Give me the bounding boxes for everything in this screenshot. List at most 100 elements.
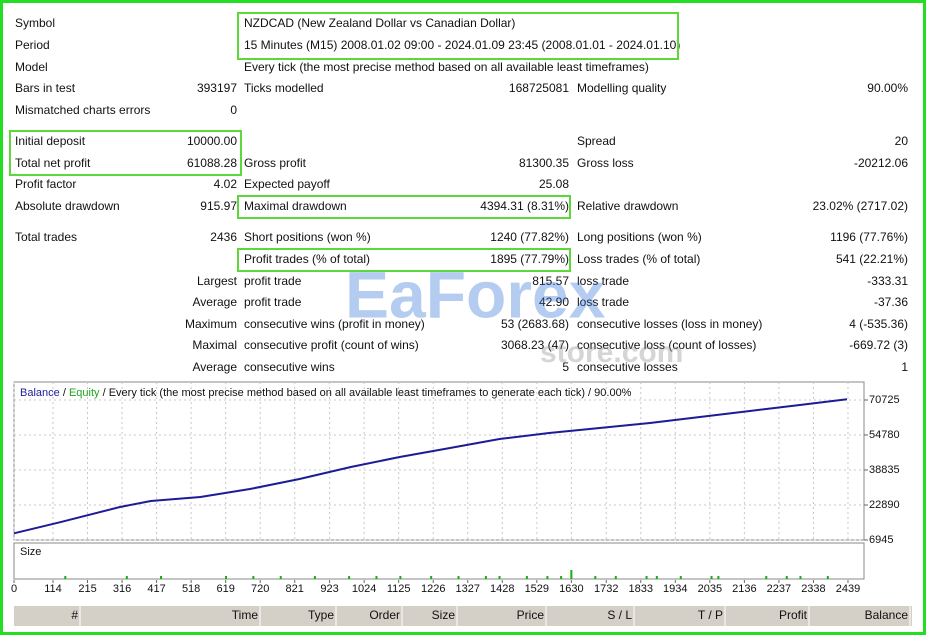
highlight-boxes (9, 12, 679, 272)
column-header: Balance (865, 608, 909, 622)
x-tick-label: 1226 (421, 583, 445, 595)
y-tick-label: 54780 (869, 429, 900, 441)
y-tick-label: 70725 (869, 394, 900, 406)
stat-value: 23.02% (2717.02) (813, 199, 908, 213)
x-tick-label: 2035 (698, 583, 722, 595)
x-tick-label: 1833 (629, 583, 653, 595)
highlight-box (237, 195, 571, 219)
legend-balance: Balance (20, 387, 60, 399)
stat-label: loss trade (577, 295, 629, 309)
balance-line (13, 398, 848, 535)
stat-label: Average (193, 360, 238, 374)
stat-value: 20 (895, 134, 909, 148)
x-tick-label: 1327 (456, 583, 480, 595)
stat-label: consecutive wins (244, 360, 335, 374)
size-bar (645, 576, 648, 579)
stat-value: 1895 (77.79%) (490, 252, 569, 266)
stat-label: consecutive loss (count of losses) (577, 338, 756, 352)
size-bar (399, 576, 402, 579)
size-bar (765, 576, 768, 579)
size-bar (785, 576, 788, 579)
x-tick-label: 1934 (663, 583, 687, 595)
y-tick-label: 22890 (869, 499, 900, 511)
stat-label: Relative drawdown (577, 199, 678, 213)
size-bar (560, 576, 563, 579)
stat-value: -37.36 (874, 295, 908, 309)
legend-separator: / (63, 387, 67, 399)
chart-frame (13, 381, 865, 541)
field-label: Model (15, 60, 48, 74)
stat-value: 4394.31 (8.31%) (480, 199, 569, 213)
y-tick-label: 6945 (869, 534, 893, 546)
x-tick-label: 2338 (801, 583, 825, 595)
size-bar (252, 576, 255, 579)
size-bar (457, 576, 460, 579)
size-bar (348, 576, 351, 579)
stat-label: Short positions (won %) (244, 230, 371, 244)
size-bar (546, 576, 549, 579)
x-tick-label: 1732 (594, 583, 618, 595)
stat-value: 1240 (77.82%) (490, 230, 569, 244)
size-frame (13, 542, 865, 580)
x-tick-label: 2237 (767, 583, 791, 595)
x-tick-label: 2136 (732, 583, 756, 595)
column-header: Time (232, 608, 259, 622)
x-tick-label: 1630 (559, 583, 583, 595)
x-tick-label: 1428 (490, 583, 514, 595)
watermark: EaForex (345, 257, 606, 331)
stat-value: 53 (2683.68) (501, 317, 569, 331)
x-tick-label: 417 (147, 583, 165, 595)
stat-label: Mismatched charts errors (15, 103, 150, 117)
column-header: Type (308, 608, 334, 622)
size-bar (655, 576, 658, 579)
size-bar (594, 576, 597, 579)
stat-value: 5 (562, 360, 569, 374)
chart-legend: Balance / Equity / Every tick (the most … (20, 387, 632, 399)
stat-value: 393197 (197, 81, 237, 95)
x-tick-label: 1529 (525, 583, 549, 595)
stat-label: Total trades (15, 230, 77, 244)
stat-label: Modelling quality (577, 81, 666, 95)
stat-label: consecutive losses (loss in money) (577, 317, 762, 331)
size-bar (826, 576, 829, 579)
stat-label: Bars in test (15, 81, 76, 95)
stat-value: 1196 (77.76%) (830, 230, 908, 244)
stat-value: -20212.06 (854, 156, 908, 170)
stat-label: Total net profit (15, 156, 91, 170)
stat-value: 1 (901, 360, 908, 374)
x-tick-label: 215 (78, 583, 96, 595)
size-bar (125, 576, 128, 579)
stat-label: Profit factor (15, 177, 76, 191)
legend-subtitle: / Every tick (the most precise method ba… (103, 387, 632, 399)
x-tick-label: 1125 (387, 583, 411, 595)
stat-label: loss trade (577, 274, 629, 288)
x-tick-label: 114 (44, 583, 62, 595)
stat-value: 3068.23 (47) (501, 338, 569, 352)
size-bar (225, 576, 227, 579)
size-bar (525, 576, 528, 579)
size-bar (375, 576, 378, 579)
stat-value: 81300.35 (519, 156, 569, 170)
stat-label: Largest (197, 274, 238, 288)
size-bar (614, 576, 617, 579)
x-tick-label: 316 (113, 583, 131, 595)
size-bar (679, 576, 682, 579)
column-header: Size (432, 608, 456, 622)
size-bar (717, 576, 720, 579)
stat-value: 42.90 (539, 295, 569, 309)
stat-value: 541 (22.21%) (836, 252, 908, 266)
size-title: Size (20, 546, 41, 558)
legend-equity: Equity (69, 387, 100, 399)
stat-label: consecutive wins (profit in money) (244, 317, 425, 331)
x-tick-label: 821 (286, 583, 304, 595)
highlight-box (237, 12, 679, 60)
column-header: S / L (607, 608, 632, 622)
stat-value: 90.00% (867, 81, 908, 95)
stat-value: 0 (230, 103, 237, 117)
stat-label: Initial deposit (15, 134, 86, 148)
x-tick-label: 518 (182, 583, 200, 595)
field-value: NZDCAD (New Zealand Dollar vs Canadian D… (244, 16, 515, 30)
column-header: T / P (698, 608, 723, 622)
content: Symbol NZDCAD (New Zealand Dollar vs Cana… (11, 16, 912, 626)
